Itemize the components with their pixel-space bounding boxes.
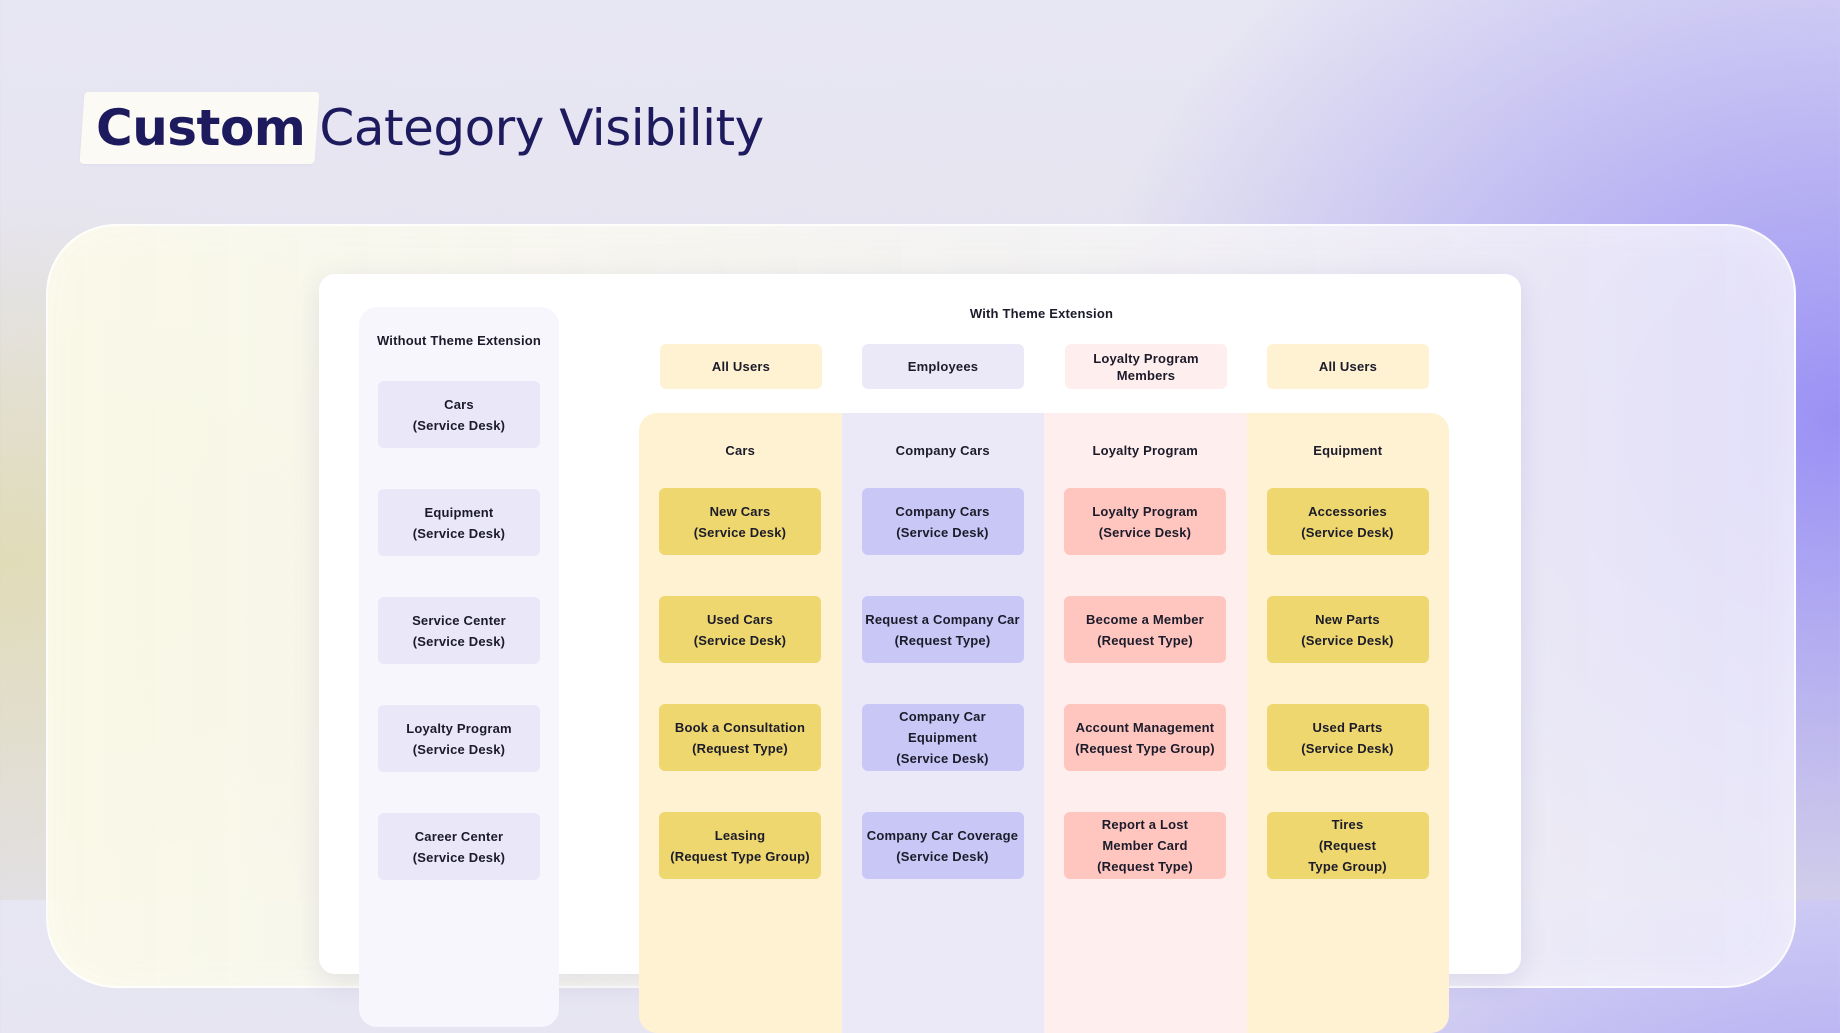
category-heading-cars: Cars [725, 443, 756, 458]
page-title: Custom Category Visibility [82, 96, 764, 160]
page-title-highlight: Custom [82, 96, 317, 160]
without-item-career-center: Career Center (Service Desk) [378, 813, 540, 880]
category-heading-equipment: Equipment [1313, 443, 1383, 458]
category-heading-loyalty-program: Loyalty Program [1092, 443, 1199, 458]
without-extension-heading: Without Theme Extension [376, 333, 542, 348]
cars-item-new-cars: New Cars (Service Desk) [659, 488, 821, 555]
without-item-service-center: Service Center (Service Desk) [378, 597, 540, 664]
equipment-item-tires: Tires (Request Type Group) [1266, 812, 1429, 879]
audience-badge-all-users: All Users [660, 344, 822, 389]
category-grid: Cars New Cars (Service Desk) Used Cars (… [639, 413, 1449, 1033]
company-item-car-equipment: Company Car Equipment (Service Desk) [861, 704, 1024, 771]
without-item-loyalty-program: Loyalty Program (Service Desk) [378, 705, 540, 772]
with-extension-heading: With Theme Extension [969, 306, 1114, 321]
equipment-item-new-parts: New Parts (Service Desk) [1266, 596, 1429, 663]
category-column-company-cars: Company Cars Company Cars (Service Desk)… [841, 413, 1044, 1033]
audience-badge-employees: Employees [862, 344, 1024, 389]
diagram-card: Without Theme Extension Cars (Service De… [319, 274, 1521, 1033]
cars-item-book-consultation: Book a Consultation (Request Type) [659, 704, 821, 771]
without-item-cars: Cars (Service Desk) [378, 381, 540, 448]
category-column-equipment: Equipment Accessories (Service Desk) New… [1246, 413, 1449, 1033]
equipment-item-accessories: Accessories (Service Desk) [1266, 488, 1429, 555]
company-item-request-car: Request a Company Car (Request Type) [861, 596, 1024, 663]
company-item-company-cars: Company Cars (Service Desk) [861, 488, 1024, 555]
loyalty-item-become-member: Become a Member (Request Type) [1064, 596, 1226, 663]
audience-badge-all-users-2: All Users [1267, 344, 1429, 389]
loyalty-item-account-management: Account Management (Request Type Group) [1064, 704, 1226, 771]
cars-item-leasing: Leasing (Request Type Group) [659, 812, 821, 879]
category-column-loyalty-program: Loyalty Program Loyalty Program (Service… [1044, 413, 1247, 1033]
category-heading-company-cars: Company Cars [895, 443, 990, 458]
audience-badge-loyalty-members: Loyalty Program Members [1065, 344, 1227, 389]
category-column-cars: Cars New Cars (Service Desk) Used Cars (… [639, 413, 842, 1033]
loyalty-item-program: Loyalty Program (Service Desk) [1064, 488, 1226, 555]
equipment-item-used-parts: Used Parts (Service Desk) [1266, 704, 1429, 771]
page-title-rest: Category Visibility [319, 99, 764, 157]
without-item-equipment: Equipment (Service Desk) [378, 489, 540, 556]
cars-item-used-cars: Used Cars (Service Desk) [659, 596, 821, 663]
loyalty-item-lost-card: Report a Lost Member Card (Request Type) [1064, 812, 1226, 879]
without-extension-column: Without Theme Extension Cars (Service De… [359, 307, 559, 1027]
company-item-car-coverage: Company Car Coverage (Service Desk) [861, 812, 1024, 879]
